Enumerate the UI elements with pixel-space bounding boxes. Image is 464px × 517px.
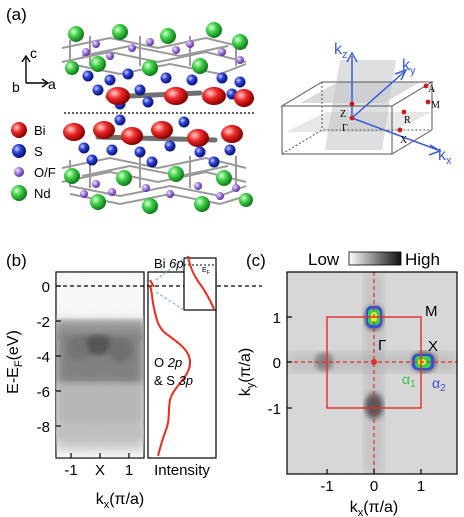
bz-point-m: M xyxy=(431,100,440,111)
legend-bi: Bi xyxy=(34,123,46,138)
fs-point-gamma: Γ xyxy=(378,337,386,354)
fs-point-m: M xyxy=(425,303,438,320)
fermi-surface-map xyxy=(286,271,458,475)
color-scale-bar xyxy=(348,251,402,266)
bz-point-gamma: Γ xyxy=(342,123,348,134)
c-xtick-0: 0 xyxy=(370,478,378,495)
xtick-1: 1 xyxy=(125,462,133,479)
ef-label: EF xyxy=(202,267,210,276)
brillouin-zone-3d xyxy=(280,51,442,156)
panel-c-xlabel: kx(π/a) xyxy=(350,499,399,517)
bz-kx-label: kx xyxy=(438,147,452,167)
bi-6p-label: Bi 6p xyxy=(154,256,184,271)
panel-c-ticks xyxy=(287,316,422,474)
legend-s: S xyxy=(34,144,43,159)
dos-zoom-inset xyxy=(155,255,217,311)
ytick-m4: -4 xyxy=(37,349,50,366)
c-ytick-1: 1 xyxy=(273,310,281,327)
bz-kz-label: kz xyxy=(334,41,348,61)
c-xtick-m1: -1 xyxy=(320,478,333,495)
c-ytick-0: 0 xyxy=(273,355,281,372)
c-ytick-m1: -1 xyxy=(268,401,281,418)
ytick-0: 0 xyxy=(42,279,50,296)
ytick-m2: -2 xyxy=(37,314,50,331)
alpha2-label: α2 xyxy=(432,375,446,394)
arpes-band-map xyxy=(55,271,262,459)
alpha1-label: α1 xyxy=(402,371,416,390)
bz-point-x: X xyxy=(400,135,408,146)
panel-b-xlabel: kx(π/a) xyxy=(96,491,145,511)
bz-point-r: R xyxy=(404,115,411,126)
o-2p-label: O 2p xyxy=(154,355,182,370)
axis-c-label: c xyxy=(30,45,37,61)
atom-legend xyxy=(11,122,27,201)
intensity-label: Intensity xyxy=(154,462,210,479)
bz-ky-label: ky xyxy=(402,57,416,77)
crystal-structure xyxy=(61,22,254,214)
xtick-m1: -1 xyxy=(64,462,77,479)
legend-of: O/F xyxy=(34,165,56,180)
fs-point-x: X xyxy=(428,338,438,355)
bz-point-a: A xyxy=(428,84,436,95)
panel-a-label: (a) xyxy=(6,5,27,24)
scale-low: Low xyxy=(308,250,340,269)
c-xtick-1: 1 xyxy=(417,478,425,495)
panel-b-label: (b) xyxy=(6,251,27,270)
legend-nd: Nd xyxy=(34,186,51,201)
xtick-x: X xyxy=(95,462,105,479)
scale-high: High xyxy=(405,250,440,269)
panel-b-yticks xyxy=(56,285,130,458)
panel-c-ylabel: ky(π/a) xyxy=(237,348,257,397)
bz-point-z: Z xyxy=(340,109,346,120)
panel-b-ylabel: E-EF(eV) xyxy=(5,330,25,394)
panel-c-label: (c) xyxy=(246,251,266,270)
ytick-m8: -8 xyxy=(37,419,50,436)
crystal-axes xyxy=(21,54,50,88)
ytick-m6: -6 xyxy=(37,384,50,401)
axis-a-label: a xyxy=(48,76,56,92)
axis-b-label: b xyxy=(12,79,20,95)
s-3p-label: & S 3p xyxy=(154,373,193,388)
